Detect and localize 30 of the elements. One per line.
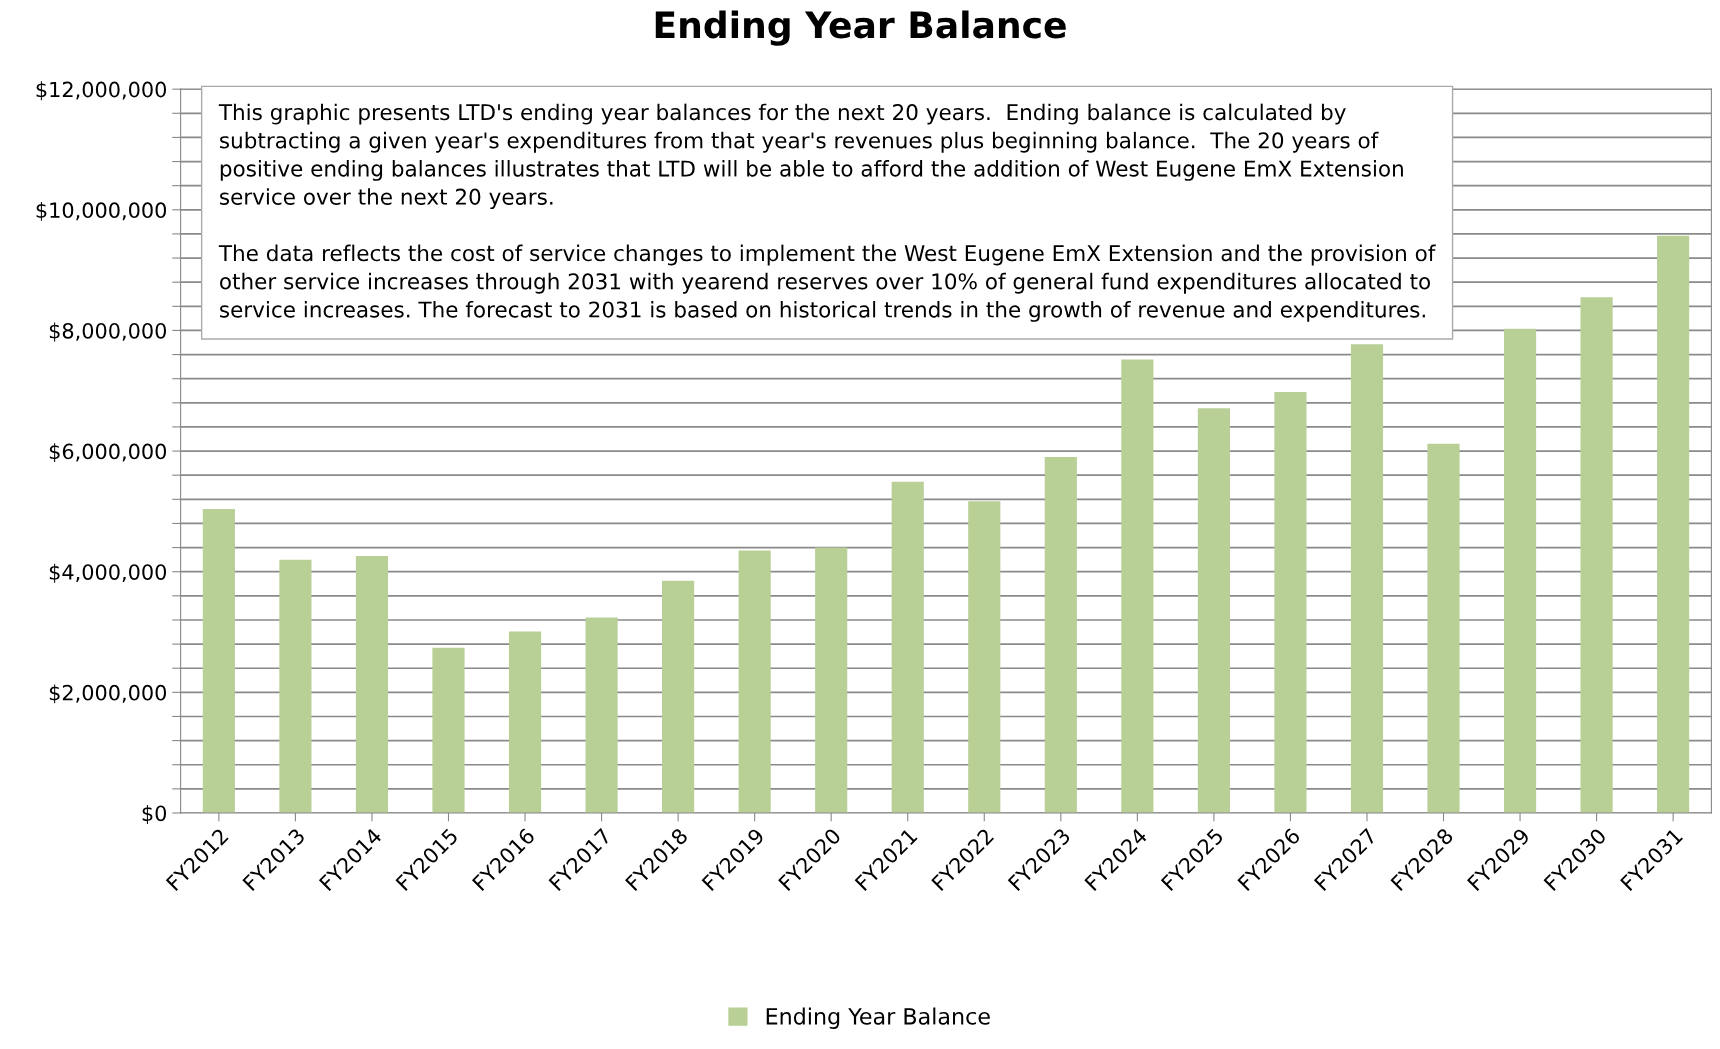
y-tick-label: $12,000,000 xyxy=(36,81,167,101)
bar xyxy=(202,508,235,813)
legend-label: Ending Year Balance xyxy=(766,1007,990,1029)
bar xyxy=(1197,408,1230,813)
bar xyxy=(1427,443,1460,813)
y-tick-label: $10,000,000 xyxy=(36,201,167,221)
chart-title: Ending Year Balance xyxy=(655,10,1066,46)
bar xyxy=(815,547,848,813)
y-tick-label: $2,000,000 xyxy=(49,684,167,704)
bar xyxy=(738,550,771,813)
bar xyxy=(1503,328,1537,813)
bar xyxy=(891,481,924,813)
bar xyxy=(508,631,542,813)
y-tick-label: $4,000,000 xyxy=(49,563,167,583)
y-tick-label: $8,000,000 xyxy=(49,322,167,342)
bar xyxy=(662,580,695,813)
bar xyxy=(1657,235,1690,813)
bar xyxy=(1580,297,1613,813)
bar xyxy=(1044,457,1077,813)
bar xyxy=(1350,344,1384,813)
bar xyxy=(355,556,389,813)
bar xyxy=(279,559,312,813)
bar xyxy=(1274,391,1307,813)
text: This graphic presents LTD's ending year balances for the next 20 years. Ending balance is calculated by subtracting a given year's expenditures from that year's revenues plus beginning balance. The 20 years of positive ending balances illustrates that LTD will be able to afford the addition of West Eugene EmX Extension service over the next 20 years. The data reflects the cost of service changes to implement the West Eugene EmX Extension and the provision of other service increases through 2031 with yearend reserves over 10% of general fund expenditures allocated to service increases. The forecast to 2031 is based on historical trends in the growth of revenue and expenditures. xyxy=(218,103,1436,322)
bar xyxy=(585,617,618,813)
bar xyxy=(1121,359,1154,813)
bar xyxy=(968,501,1001,813)
y-tick-label: $0 xyxy=(142,805,167,824)
bar xyxy=(432,647,465,813)
y-tick-label: $6,000,000 xyxy=(49,443,167,463)
